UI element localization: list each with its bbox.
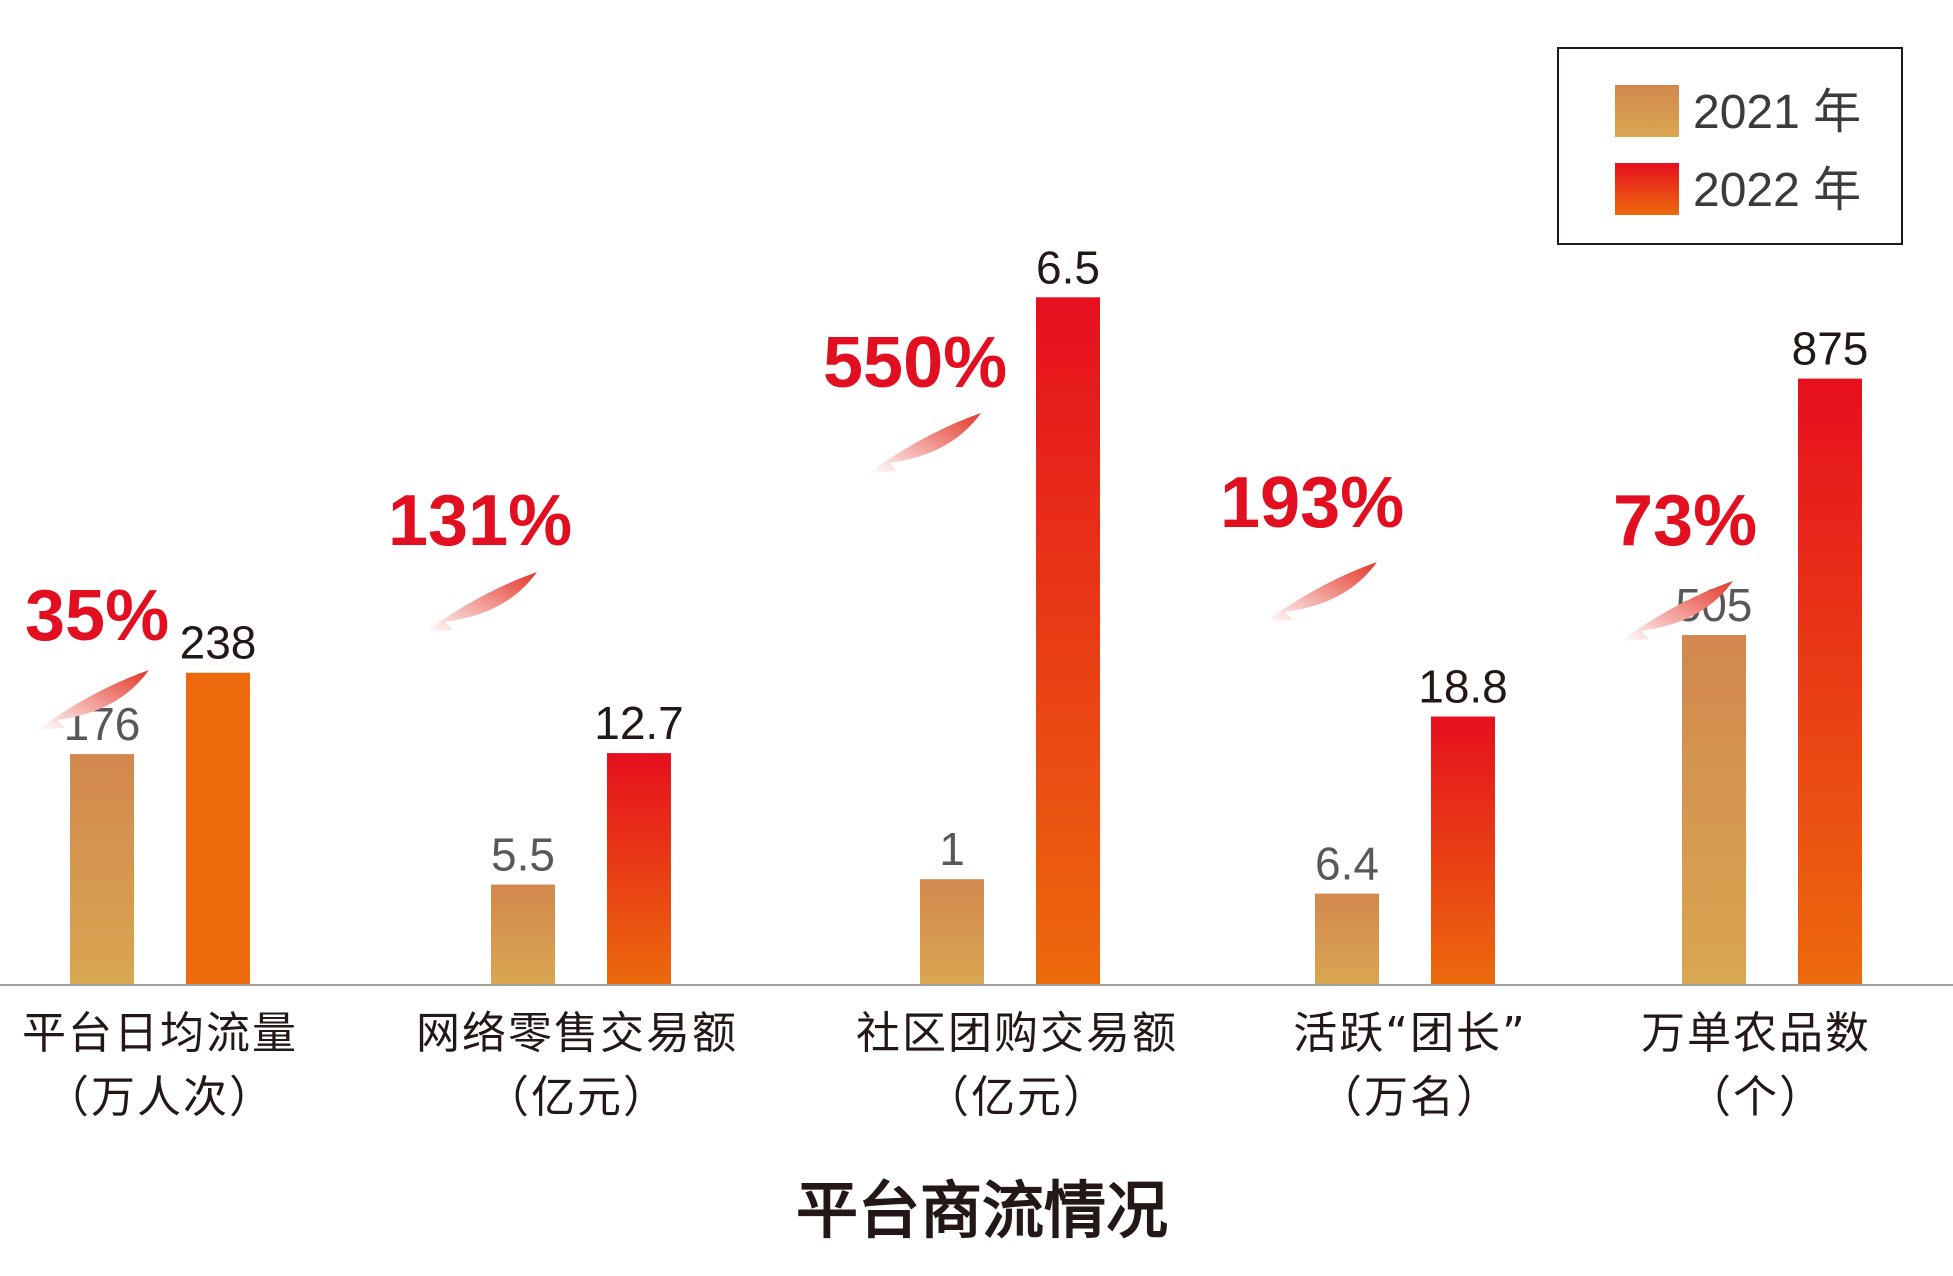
legend: 2021 年 2022 年 [1557,47,1903,245]
x-tick-label-unit: （万名） [1318,1072,1502,1123]
growth-swoosh [869,413,981,473]
data-label-2022: 238 [180,617,257,669]
data-label-2021: 6.4 [1315,838,1379,890]
growth-swoosh [425,572,537,632]
bars-layer [70,297,1862,985]
x-tick-label-unit: （万人次） [45,1072,275,1123]
chart-title: 平台商流情况 [796,1174,1168,1247]
data-label-2021: 5.5 [491,829,555,881]
growth-swoosh [37,670,149,730]
data-label-2021: 1 [939,823,965,875]
growth-layer: 35% 131% 550% 193% 73% [25,323,1757,730]
growth-label: 131% [388,481,572,561]
bar-2022 [1431,716,1495,985]
bar-2021 [1682,635,1746,985]
growth-swoosh [1265,562,1377,622]
data-label-2022: 875 [1792,323,1869,375]
bar-2022 [607,753,671,985]
legend-label-2021: 2021 年 [1693,86,1861,139]
bar-2021 [1315,893,1379,985]
growth-label: 35% [25,576,169,656]
bar-2022 [1036,297,1100,985]
growth-label: 550% [823,323,1007,403]
x-tick-label: 社区团购交易额 [856,1008,1178,1059]
x-tick-label: 平台日均流量 [22,1008,298,1059]
data-label-2022: 12.7 [594,697,684,749]
x-tick-label: 万单农品数 [1641,1008,1871,1059]
bar-2021 [70,754,134,985]
x-tick-label-unit: （亿元） [925,1072,1109,1123]
legend-swatch-2022 [1615,163,1679,215]
data-label-2022: 6.5 [1036,241,1100,293]
growth-swoosh [1621,581,1733,641]
bar-2021 [920,879,984,985]
x-tick-label-unit: （个） [1687,1072,1825,1123]
bar-2022 [1798,378,1862,985]
category-labels-layer: 平台日均流量 （万人次） 网络零售交易额 （亿元） 社区团购交易额 （亿元） 活跃“团长” （… [22,1008,1871,1123]
data-label-2022: 18.8 [1418,661,1508,713]
bar-2022 [186,672,250,985]
legend-swatch-2021 [1615,85,1679,137]
legend-label-2022: 2022 年 [1693,164,1861,217]
x-tick-label: 活跃“团长” [1293,1008,1527,1059]
bar-2021 [491,884,555,985]
growth-label: 193% [1220,463,1404,543]
growth-label: 73% [1613,481,1757,561]
x-tick-label: 网络零售交易额 [416,1008,738,1059]
x-tick-label-unit: （亿元） [485,1072,669,1123]
